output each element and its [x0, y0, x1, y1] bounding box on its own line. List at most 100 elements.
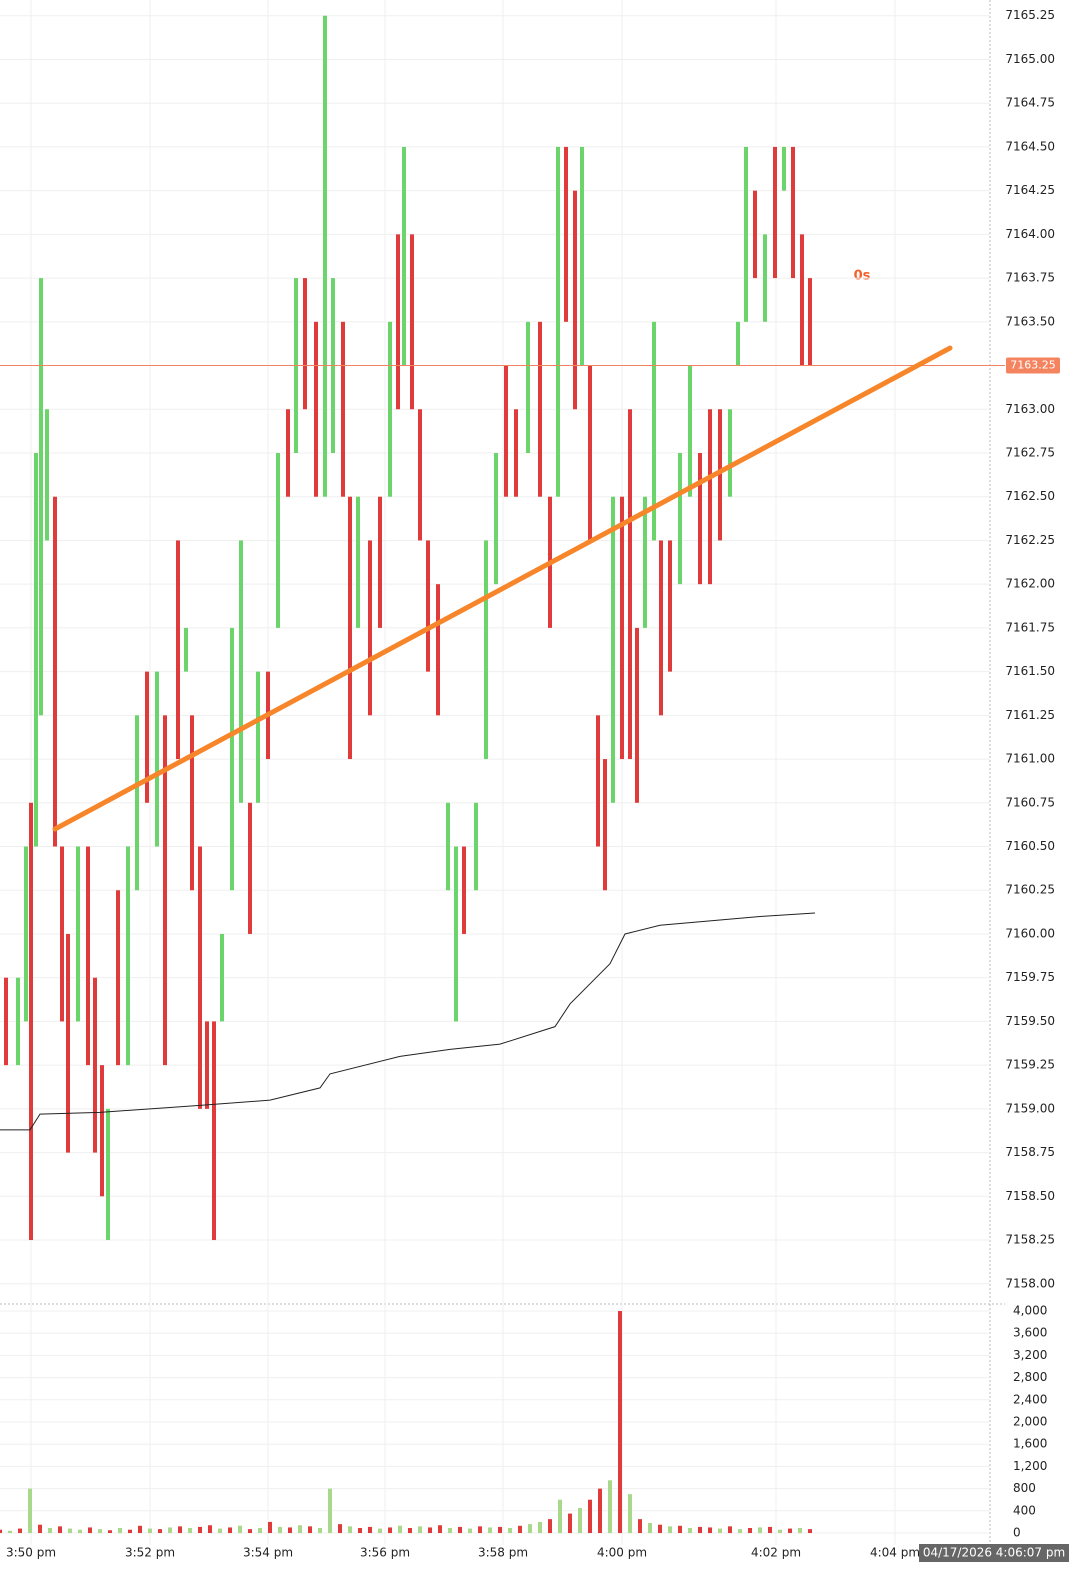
y-tick-label: 2,400 [1013, 1392, 1047, 1406]
x-tick-label: 3:52 pm [125, 1546, 175, 1560]
y-tick-label: 7161.50 [1005, 664, 1055, 678]
x-tick-label: 3:56 pm [360, 1546, 410, 1560]
y-tick-label: 7159.25 [1005, 1058, 1055, 1072]
price-bar [190, 715, 194, 891]
price-bar [205, 1021, 209, 1109]
price-bar [198, 846, 202, 1109]
price-bar [526, 321, 530, 453]
y-tick-label: 7158.25 [1005, 1233, 1055, 1247]
volume-bar [658, 1524, 662, 1534]
price-bar [402, 146, 406, 366]
y-tick-label: 7159.75 [1005, 970, 1055, 984]
y-tick-label: 400 [1013, 1503, 1036, 1517]
price-bar [45, 409, 49, 541]
price-bar [643, 496, 647, 628]
price-bar [126, 846, 130, 1066]
price-bar [753, 190, 757, 279]
y-tick-label: 7162.50 [1005, 489, 1055, 503]
price-bar [620, 496, 624, 760]
volume-bar [488, 1527, 492, 1534]
volume-bar [698, 1526, 702, 1534]
volume-bar [288, 1527, 292, 1534]
volume-bar [18, 1528, 22, 1534]
volume-bar [728, 1526, 732, 1534]
price-bar [368, 540, 372, 716]
y-tick-label: 7160.25 [1005, 883, 1055, 897]
price-bar [314, 321, 318, 497]
y-tick-label: 7163.50 [1005, 314, 1055, 328]
price-bar [24, 846, 28, 1022]
price-bar [773, 146, 777, 279]
volume-bar [198, 1526, 202, 1534]
volume-bar [208, 1525, 212, 1534]
volume-bar [438, 1525, 442, 1534]
vwap-line [0, 912, 816, 1131]
price-bar [378, 496, 382, 628]
volume-bar [48, 1528, 52, 1534]
volume-bar [708, 1527, 712, 1534]
y-tick-label: 7162.25 [1005, 533, 1055, 547]
y-tick-label: 7158.75 [1005, 1145, 1055, 1159]
volume-bar [618, 1310, 622, 1534]
y-tick-label: 2,000 [1013, 1415, 1047, 1429]
price-bar [728, 409, 732, 497]
volume-bar [408, 1528, 412, 1534]
price-bar [341, 321, 345, 497]
price-bar [303, 278, 307, 410]
price-bar [388, 321, 392, 497]
price-bar [782, 146, 786, 191]
price-bar [53, 496, 57, 847]
price-bar [256, 671, 260, 803]
price-bar [155, 671, 159, 847]
y-tick-label: 7158.50 [1005, 1189, 1055, 1203]
price-bar [220, 933, 224, 1022]
price-bar [212, 1021, 216, 1241]
volume-bar [528, 1524, 532, 1534]
volume-bar [508, 1528, 512, 1534]
price-bar [462, 846, 466, 934]
volume-bar [218, 1528, 222, 1534]
volume-bar [648, 1523, 652, 1534]
volume-bar [338, 1524, 342, 1534]
price-bar [29, 802, 33, 1241]
volume-bar [388, 1527, 392, 1534]
price-bar [106, 1108, 110, 1241]
y-tick-label: 7160.00 [1005, 926, 1055, 940]
volume-bar [28, 1488, 32, 1534]
x-tick-label: 4:02 pm [751, 1546, 801, 1560]
price-bar [628, 409, 632, 760]
price-bar [145, 671, 149, 803]
x-tick-label: 4:04 pm [870, 1546, 920, 1560]
price-bar [668, 540, 672, 672]
volume-bar [178, 1526, 182, 1534]
y-tick-label: 7161.25 [1005, 708, 1055, 722]
price-bar [718, 409, 722, 541]
price-bar [34, 452, 38, 847]
volume-bar [68, 1528, 72, 1534]
volume-bar [448, 1528, 452, 1534]
y-tick-label: 2,800 [1013, 1370, 1047, 1384]
price-bar [652, 321, 656, 541]
price-bar [635, 627, 639, 803]
price-bar [39, 278, 43, 716]
price-bar [596, 715, 600, 847]
volume-bar [668, 1526, 672, 1534]
price-bar [688, 365, 692, 497]
volume-bar [148, 1528, 152, 1534]
price-bar [808, 278, 812, 366]
volume-bar [688, 1528, 692, 1534]
volume-bar [418, 1526, 422, 1534]
x-tick-label: 4:00 pm [597, 1546, 647, 1560]
price-bar [66, 933, 70, 1153]
price-bar [286, 409, 290, 497]
volume-bar [298, 1525, 302, 1534]
volume-bar [98, 1529, 102, 1534]
y-tick-label: 7165.00 [1005, 52, 1055, 66]
volume-bar [478, 1526, 482, 1534]
y-tick-label: 7165.25 [1005, 8, 1055, 22]
price-bar [659, 540, 663, 716]
y-tick-label: 7161.00 [1005, 752, 1055, 766]
y-tick-label: 7162.75 [1005, 445, 1055, 459]
volume-bar [538, 1521, 542, 1534]
